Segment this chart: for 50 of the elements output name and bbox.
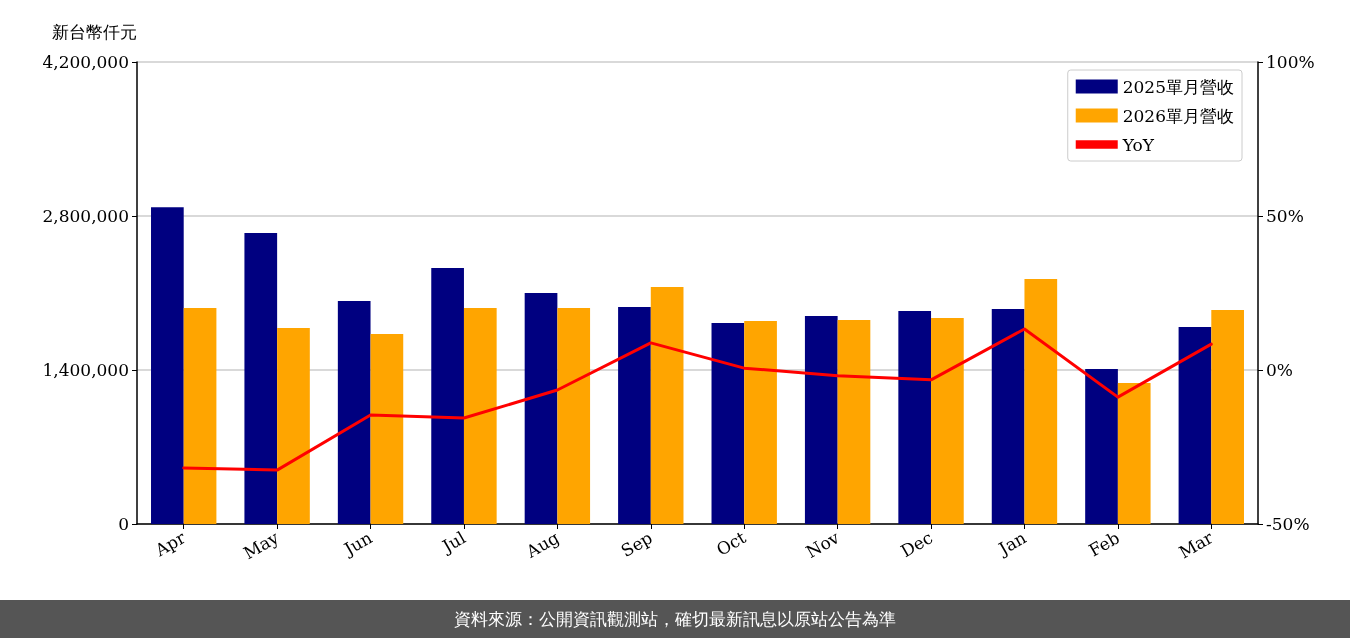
legend-label: 2026單月營收 — [1122, 105, 1234, 126]
y-tick-label: 1,400,000 — [42, 360, 129, 380]
legend-label: YoY — [1121, 134, 1155, 155]
y2-tick-label: 100% — [1266, 52, 1315, 72]
x-tick-label: Sep — [617, 527, 656, 561]
bar — [277, 327, 310, 524]
bar — [431, 268, 464, 524]
bar — [744, 321, 777, 524]
y-tick-label: 0 — [118, 514, 129, 534]
bar — [711, 323, 745, 524]
x-tick-label: Jan — [993, 527, 1030, 560]
x-tick-label: Nov — [802, 527, 843, 562]
bar — [244, 233, 278, 524]
y2-tick-label: -50% — [1266, 514, 1310, 534]
bar — [337, 301, 371, 524]
y2-tick-label: 50% — [1266, 206, 1304, 226]
source-note: 資料來源：公開資訊觀測站，確切最新訊息以原站公告為準 — [454, 607, 896, 631]
bar — [618, 306, 651, 524]
bar — [931, 317, 964, 524]
bar — [183, 307, 217, 524]
bar — [151, 207, 184, 524]
bar — [557, 307, 591, 524]
bar — [837, 319, 871, 524]
bar — [1117, 382, 1151, 524]
x-tick-label: Apr — [150, 526, 190, 561]
bar — [1211, 310, 1244, 524]
legend-label: 2025單月營收 — [1122, 76, 1234, 97]
y-tick-label: 4,200,000 — [42, 52, 129, 72]
x-tick-label: May — [239, 527, 283, 564]
bar — [1085, 369, 1118, 524]
bar — [463, 307, 497, 524]
x-tick-label: Aug — [522, 527, 563, 563]
y2-tick-label: 0% — [1266, 360, 1293, 380]
y-axis-title: 新台幣仟元 — [52, 21, 137, 42]
bar — [991, 308, 1025, 524]
bar — [370, 334, 404, 524]
bar — [804, 315, 838, 524]
x-tick-label: Dec — [897, 527, 937, 562]
bar — [650, 286, 684, 524]
x-tick-label: Jun — [338, 527, 376, 560]
x-tick-label: Oct — [713, 527, 750, 560]
y-tick-label: 2,800,000 — [42, 206, 129, 226]
bar — [898, 311, 932, 524]
x-tick-label: Mar — [1175, 526, 1218, 563]
bar — [524, 293, 558, 524]
x-tick-label: Jul — [437, 527, 469, 558]
line-series — [182, 327, 1213, 472]
bar — [1178, 326, 1212, 524]
bar — [1024, 279, 1058, 524]
x-tick-label: Feb — [1085, 527, 1123, 561]
